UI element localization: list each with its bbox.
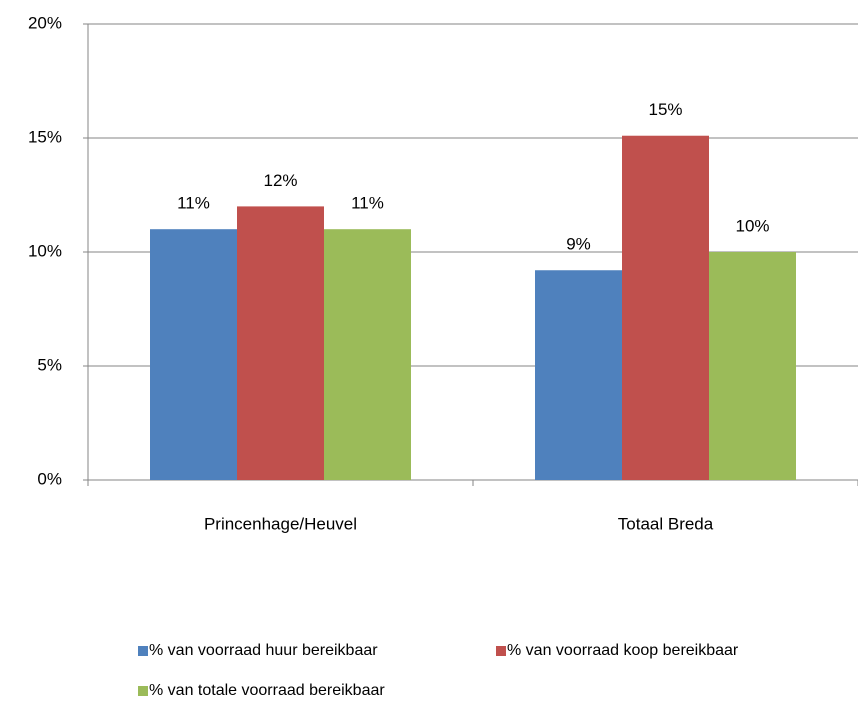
bar xyxy=(535,270,622,480)
legend-swatch xyxy=(138,686,148,696)
y-tick-label: 20% xyxy=(28,13,62,32)
legend: % van voorraad huur bereikbaar % van voor… xyxy=(138,642,739,699)
value-label: 11% xyxy=(177,194,210,213)
value-label: 11% xyxy=(351,194,384,213)
legend-label: % van voorraad koop bereikbaar xyxy=(507,642,739,659)
bar xyxy=(622,135,709,480)
y-tick-label: 15% xyxy=(28,127,62,146)
bar xyxy=(150,229,237,480)
value-label: 15% xyxy=(648,100,682,119)
legend-swatch xyxy=(138,646,148,656)
x-tick-label: Totaal Breda xyxy=(618,514,714,533)
legend-label: % van voorraad huur bereikbaar xyxy=(149,642,378,659)
value-label: 10% xyxy=(735,216,769,235)
bar xyxy=(324,229,411,480)
y-tick-label: 10% xyxy=(28,241,62,260)
bar xyxy=(709,252,796,480)
y-tick-label: 0% xyxy=(37,469,62,488)
legend-label: % van totale voorraad bereikbaar xyxy=(149,682,385,699)
value-label: 9% xyxy=(566,235,591,254)
value-label: 12% xyxy=(263,171,297,190)
bar xyxy=(237,206,324,480)
legend-swatch xyxy=(496,646,506,656)
x-tick-label: Princenhage/Heuvel xyxy=(204,514,357,533)
y-tick-label: 5% xyxy=(37,355,62,374)
